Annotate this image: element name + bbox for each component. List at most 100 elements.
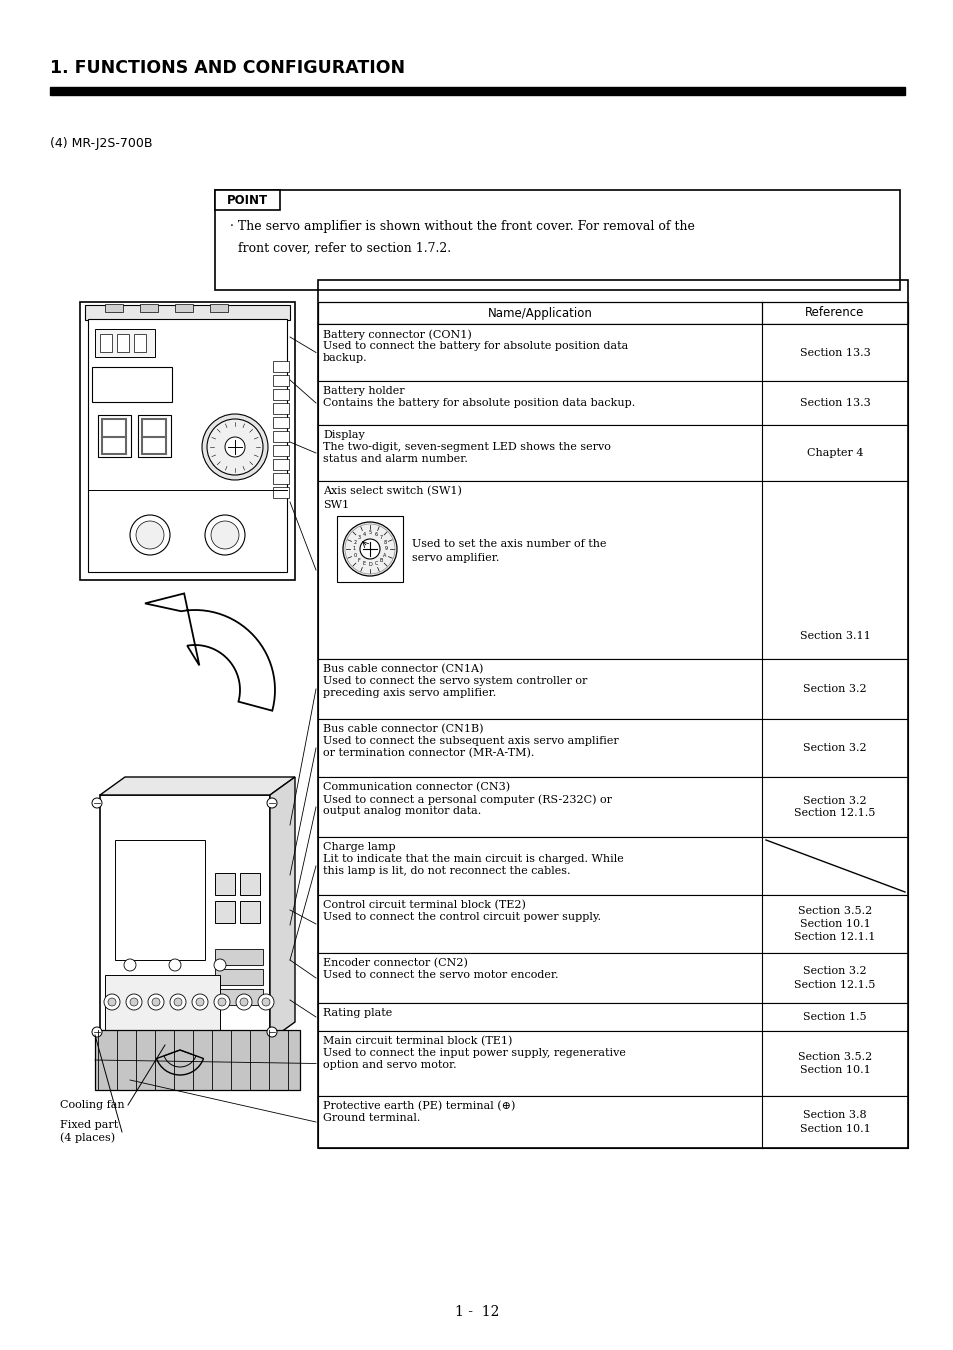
Text: 0: 0 [354, 552, 356, 558]
Bar [105, 975, 220, 1030]
Bar [214, 190, 899, 290]
Circle shape [108, 998, 116, 1006]
Text: Display: Display [323, 431, 364, 440]
Text: Chapter 4: Chapter 4 [806, 448, 862, 458]
Circle shape [148, 994, 164, 1010]
Circle shape [202, 414, 268, 481]
Text: 2: 2 [354, 540, 356, 545]
Circle shape [170, 994, 186, 1010]
Circle shape [173, 998, 182, 1006]
Bar [317, 381, 907, 425]
Bar [95, 1030, 299, 1089]
Text: Main circuit terminal block (TE1): Main circuit terminal block (TE1) [323, 1035, 512, 1046]
Text: 1 -  12: 1 - 12 [455, 1305, 498, 1319]
Text: Battery holder: Battery holder [323, 386, 404, 396]
Text: Section 3.11: Section 3.11 [799, 630, 869, 641]
Text: Section 3.2: Section 3.2 [802, 795, 866, 806]
Bar [317, 425, 907, 481]
Circle shape [124, 958, 136, 971]
Text: Ground terminal.: Ground terminal. [323, 1112, 420, 1123]
Text: POINT: POINT [227, 193, 268, 207]
Bar [317, 659, 907, 720]
Bar [273, 472, 289, 485]
Bar [105, 304, 123, 312]
Bar [317, 837, 907, 895]
Bar [336, 516, 402, 582]
Text: The two-digit, seven-segment LED shows the servo: The two-digit, seven-segment LED shows t… [323, 441, 610, 452]
Bar [50, 86, 904, 95]
Bar [273, 404, 289, 414]
Bar [138, 414, 171, 458]
Text: Section 3.2: Section 3.2 [802, 743, 866, 753]
Bar [140, 304, 158, 312]
Text: backup.: backup. [323, 352, 367, 363]
Bar [240, 873, 260, 895]
Text: Used to connect the subsequent axis servo amplifier: Used to connect the subsequent axis serv… [323, 736, 618, 747]
Circle shape [207, 418, 263, 475]
Text: option and servo motor.: option and servo motor. [323, 1060, 456, 1071]
Text: SW1: SW1 [323, 500, 349, 510]
Text: Section 10.1: Section 10.1 [799, 919, 869, 929]
Bar [214, 900, 234, 923]
Text: Used to set the axis number of the: Used to set the axis number of the [412, 539, 606, 549]
Text: Section 3.2: Section 3.2 [802, 684, 866, 694]
Text: servo amplifier.: servo amplifier. [412, 554, 498, 563]
Circle shape [235, 994, 252, 1010]
Circle shape [213, 958, 226, 971]
Bar [317, 1031, 907, 1096]
Circle shape [126, 994, 142, 1010]
Circle shape [240, 998, 248, 1006]
Text: E: E [362, 562, 365, 566]
Text: Fixed part: Fixed part [60, 1120, 118, 1130]
Text: Section 13.3: Section 13.3 [799, 347, 869, 358]
Circle shape [211, 521, 239, 549]
Bar [273, 360, 289, 373]
Text: Reference: Reference [804, 306, 863, 320]
Circle shape [192, 994, 208, 1010]
Circle shape [169, 958, 181, 971]
Bar [214, 990, 263, 1004]
Text: Protective earth (PE) terminal (⊕): Protective earth (PE) terminal (⊕) [323, 1102, 515, 1111]
Bar [133, 333, 146, 352]
Text: Axis select switch (SW1): Axis select switch (SW1) [323, 486, 461, 497]
Text: Section 12.1.5: Section 12.1.5 [794, 809, 875, 818]
Text: D: D [368, 563, 372, 567]
Polygon shape [145, 594, 274, 710]
Bar [80, 302, 294, 580]
Text: Charge lamp: Charge lamp [323, 842, 395, 852]
Text: Section 12.1.1: Section 12.1.1 [794, 931, 875, 942]
Text: 9: 9 [384, 547, 387, 552]
Text: Used to connect a personal computer (RS-232C) or: Used to connect a personal computer (RS-… [323, 794, 612, 805]
Polygon shape [270, 778, 294, 1040]
Circle shape [225, 437, 245, 458]
Bar [317, 953, 907, 1003]
Bar [100, 333, 112, 352]
Text: F: F [357, 558, 359, 563]
Bar [317, 778, 907, 837]
Text: this lamp is lit, do not reconnect the cables.: this lamp is lit, do not reconnect the c… [323, 865, 570, 876]
Text: 7: 7 [379, 535, 382, 540]
Circle shape [130, 998, 138, 1006]
Circle shape [262, 998, 270, 1006]
Circle shape [343, 522, 396, 576]
Circle shape [257, 994, 274, 1010]
Bar [317, 1003, 907, 1031]
Bar [273, 459, 289, 470]
Circle shape [359, 539, 379, 559]
Bar [214, 969, 263, 986]
Bar [317, 324, 907, 381]
Text: 1: 1 [352, 547, 355, 552]
Text: Section 10.1: Section 10.1 [799, 1123, 869, 1134]
Text: status and alarm number.: status and alarm number. [323, 454, 467, 464]
Text: Section 10.1: Section 10.1 [799, 1065, 869, 1075]
Circle shape [91, 798, 102, 809]
Text: 3: 3 [356, 535, 360, 540]
Bar [317, 895, 907, 953]
Bar [117, 333, 129, 352]
Text: Communication connector (CN3): Communication connector (CN3) [323, 782, 510, 792]
Text: · The servo amplifier is shown without the front cover. For removal of the: · The servo amplifier is shown without t… [230, 220, 694, 234]
Bar [98, 414, 131, 458]
Text: Section 3.5.2: Section 3.5.2 [797, 1052, 871, 1062]
Bar [273, 417, 289, 428]
Text: Section 13.3: Section 13.3 [799, 398, 869, 408]
